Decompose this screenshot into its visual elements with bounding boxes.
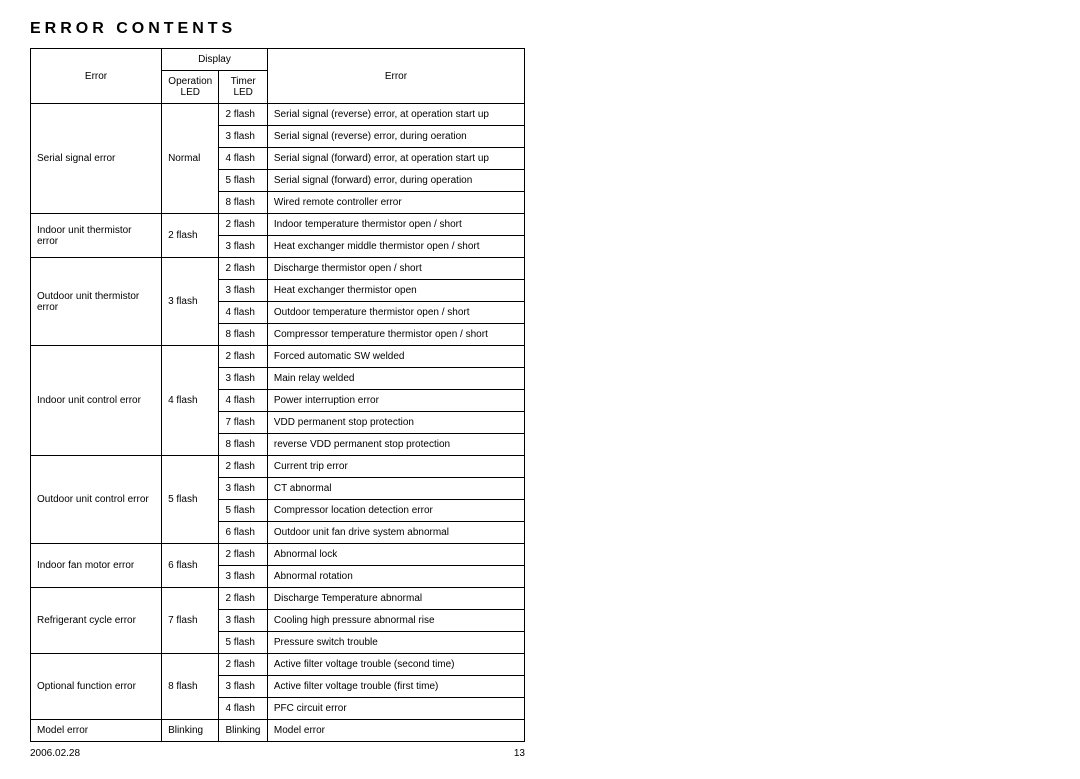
page-title: ERROR CONTENTS [30, 20, 1050, 38]
cell-error-description: Power interruption error [267, 390, 524, 412]
cell-timer-led: 4 flash [219, 698, 267, 720]
table-row: Outdoor unit control error5 flash2 flash… [31, 456, 525, 478]
table-row: Indoor unit thermistor error2 flash2 fla… [31, 214, 525, 236]
cell-timer-led: 3 flash [219, 566, 267, 588]
cell-error-description: CT abnormal [267, 478, 524, 500]
cell-category: Indoor unit thermistor error [31, 214, 162, 258]
cell-error-description: Outdoor temperature thermistor open / sh… [267, 302, 524, 324]
cell-error-description: Abnormal lock [267, 544, 524, 566]
cell-error-description: Discharge thermistor open / short [267, 258, 524, 280]
footer-date: 2006.02.28 [30, 748, 80, 759]
cell-timer-led: 2 flash [219, 258, 267, 280]
cell-error-description: Abnormal rotation [267, 566, 524, 588]
cell-timer-led: 5 flash [219, 632, 267, 654]
cell-operation-led: Normal [162, 104, 219, 214]
cell-timer-led: 8 flash [219, 192, 267, 214]
cell-operation-led: 4 flash [162, 346, 219, 456]
header-error: Error [31, 49, 162, 104]
cell-timer-led: 6 flash [219, 522, 267, 544]
cell-error-description: reverse VDD permanent stop protection [267, 434, 524, 456]
header-error-desc: Error [267, 49, 524, 104]
cell-timer-led: 3 flash [219, 280, 267, 302]
cell-timer-led: 5 flash [219, 500, 267, 522]
cell-timer-led: 8 flash [219, 434, 267, 456]
table-row: Refrigerant cycle error7 flash2 flashDis… [31, 588, 525, 610]
cell-error-description: Outdoor unit fan drive system abnormal [267, 522, 524, 544]
cell-error-description: Current trip error [267, 456, 524, 478]
cell-category: Outdoor unit thermistor error [31, 258, 162, 346]
cell-timer-led: 5 flash [219, 170, 267, 192]
cell-operation-led: Blinking [162, 720, 219, 742]
cell-timer-led: 3 flash [219, 478, 267, 500]
table-row: Optional function error8 flash2 flashAct… [31, 654, 525, 676]
cell-error-description: Heat exchanger middle thermistor open / … [267, 236, 524, 258]
cell-error-description: Main relay welded [267, 368, 524, 390]
footer-page: 13 [514, 748, 525, 759]
cell-category: Indoor unit control error [31, 346, 162, 456]
cell-timer-led: 2 flash [219, 346, 267, 368]
cell-timer-led: 4 flash [219, 390, 267, 412]
cell-error-description: Serial signal (reverse) error, at operat… [267, 104, 524, 126]
cell-error-description: Indoor temperature thermistor open / sho… [267, 214, 524, 236]
cell-error-description: Compressor temperature thermistor open /… [267, 324, 524, 346]
cell-error-description: VDD permanent stop protection [267, 412, 524, 434]
table-row: Outdoor unit thermistor error3 flash2 fl… [31, 258, 525, 280]
table-row: Indoor unit control error4 flash2 flashF… [31, 346, 525, 368]
cell-operation-led: 7 flash [162, 588, 219, 654]
cell-operation-led: 3 flash [162, 258, 219, 346]
cell-timer-led: 3 flash [219, 676, 267, 698]
cell-timer-led: 2 flash [219, 104, 267, 126]
cell-error-description: Model error [267, 720, 524, 742]
cell-timer-led: 4 flash [219, 148, 267, 170]
cell-category: Serial signal error [31, 104, 162, 214]
cell-timer-led: 2 flash [219, 588, 267, 610]
cell-timer-led: 4 flash [219, 302, 267, 324]
cell-timer-led: 3 flash [219, 126, 267, 148]
cell-timer-led: 8 flash [219, 324, 267, 346]
cell-error-description: Serial signal (reverse) error, during oe… [267, 126, 524, 148]
cell-operation-led: 5 flash [162, 456, 219, 544]
cell-error-description: Pressure switch trouble [267, 632, 524, 654]
cell-error-description: Serial signal (forward) error, at operat… [267, 148, 524, 170]
error-contents-table: Error Display Error Operation LED Timer … [30, 48, 525, 742]
cell-timer-led: 3 flash [219, 368, 267, 390]
cell-operation-led: 8 flash [162, 654, 219, 720]
cell-operation-led: 2 flash [162, 214, 219, 258]
cell-error-description: Heat exchanger thermistor open [267, 280, 524, 302]
cell-timer-led: 2 flash [219, 214, 267, 236]
table-row: Indoor fan motor error6 flash2 flashAbno… [31, 544, 525, 566]
table-row: Serial signal errorNormal2 flashSerial s… [31, 104, 525, 126]
page-footer: 2006.02.28 13 [30, 748, 525, 759]
cell-error-description: Wired remote controller error [267, 192, 524, 214]
header-operation-led: Operation LED [162, 71, 219, 104]
cell-timer-led: 3 flash [219, 610, 267, 632]
cell-error-description: Active filter voltage trouble (second ti… [267, 654, 524, 676]
cell-category: Indoor fan motor error [31, 544, 162, 588]
cell-error-description: Cooling high pressure abnormal rise [267, 610, 524, 632]
header-display: Display [162, 49, 268, 71]
cell-category: Model error [31, 720, 162, 742]
cell-timer-led: 7 flash [219, 412, 267, 434]
cell-timer-led: 2 flash [219, 654, 267, 676]
cell-category: Outdoor unit control error [31, 456, 162, 544]
cell-error-description: Serial signal (forward) error, during op… [267, 170, 524, 192]
cell-timer-led: Blinking [219, 720, 267, 742]
cell-timer-led: 3 flash [219, 236, 267, 258]
cell-category: Refrigerant cycle error [31, 588, 162, 654]
cell-error-description: PFC circuit error [267, 698, 524, 720]
cell-error-description: Active filter voltage trouble (first tim… [267, 676, 524, 698]
table-row: Model errorBlinkingBlinkingModel error [31, 720, 525, 742]
header-timer-led: Timer LED [219, 71, 267, 104]
cell-timer-led: 2 flash [219, 544, 267, 566]
cell-error-description: Discharge Temperature abnormal [267, 588, 524, 610]
cell-error-description: Compressor location detection error [267, 500, 524, 522]
cell-category: Optional function error [31, 654, 162, 720]
cell-error-description: Forced automatic SW welded [267, 346, 524, 368]
cell-operation-led: 6 flash [162, 544, 219, 588]
cell-timer-led: 2 flash [219, 456, 267, 478]
